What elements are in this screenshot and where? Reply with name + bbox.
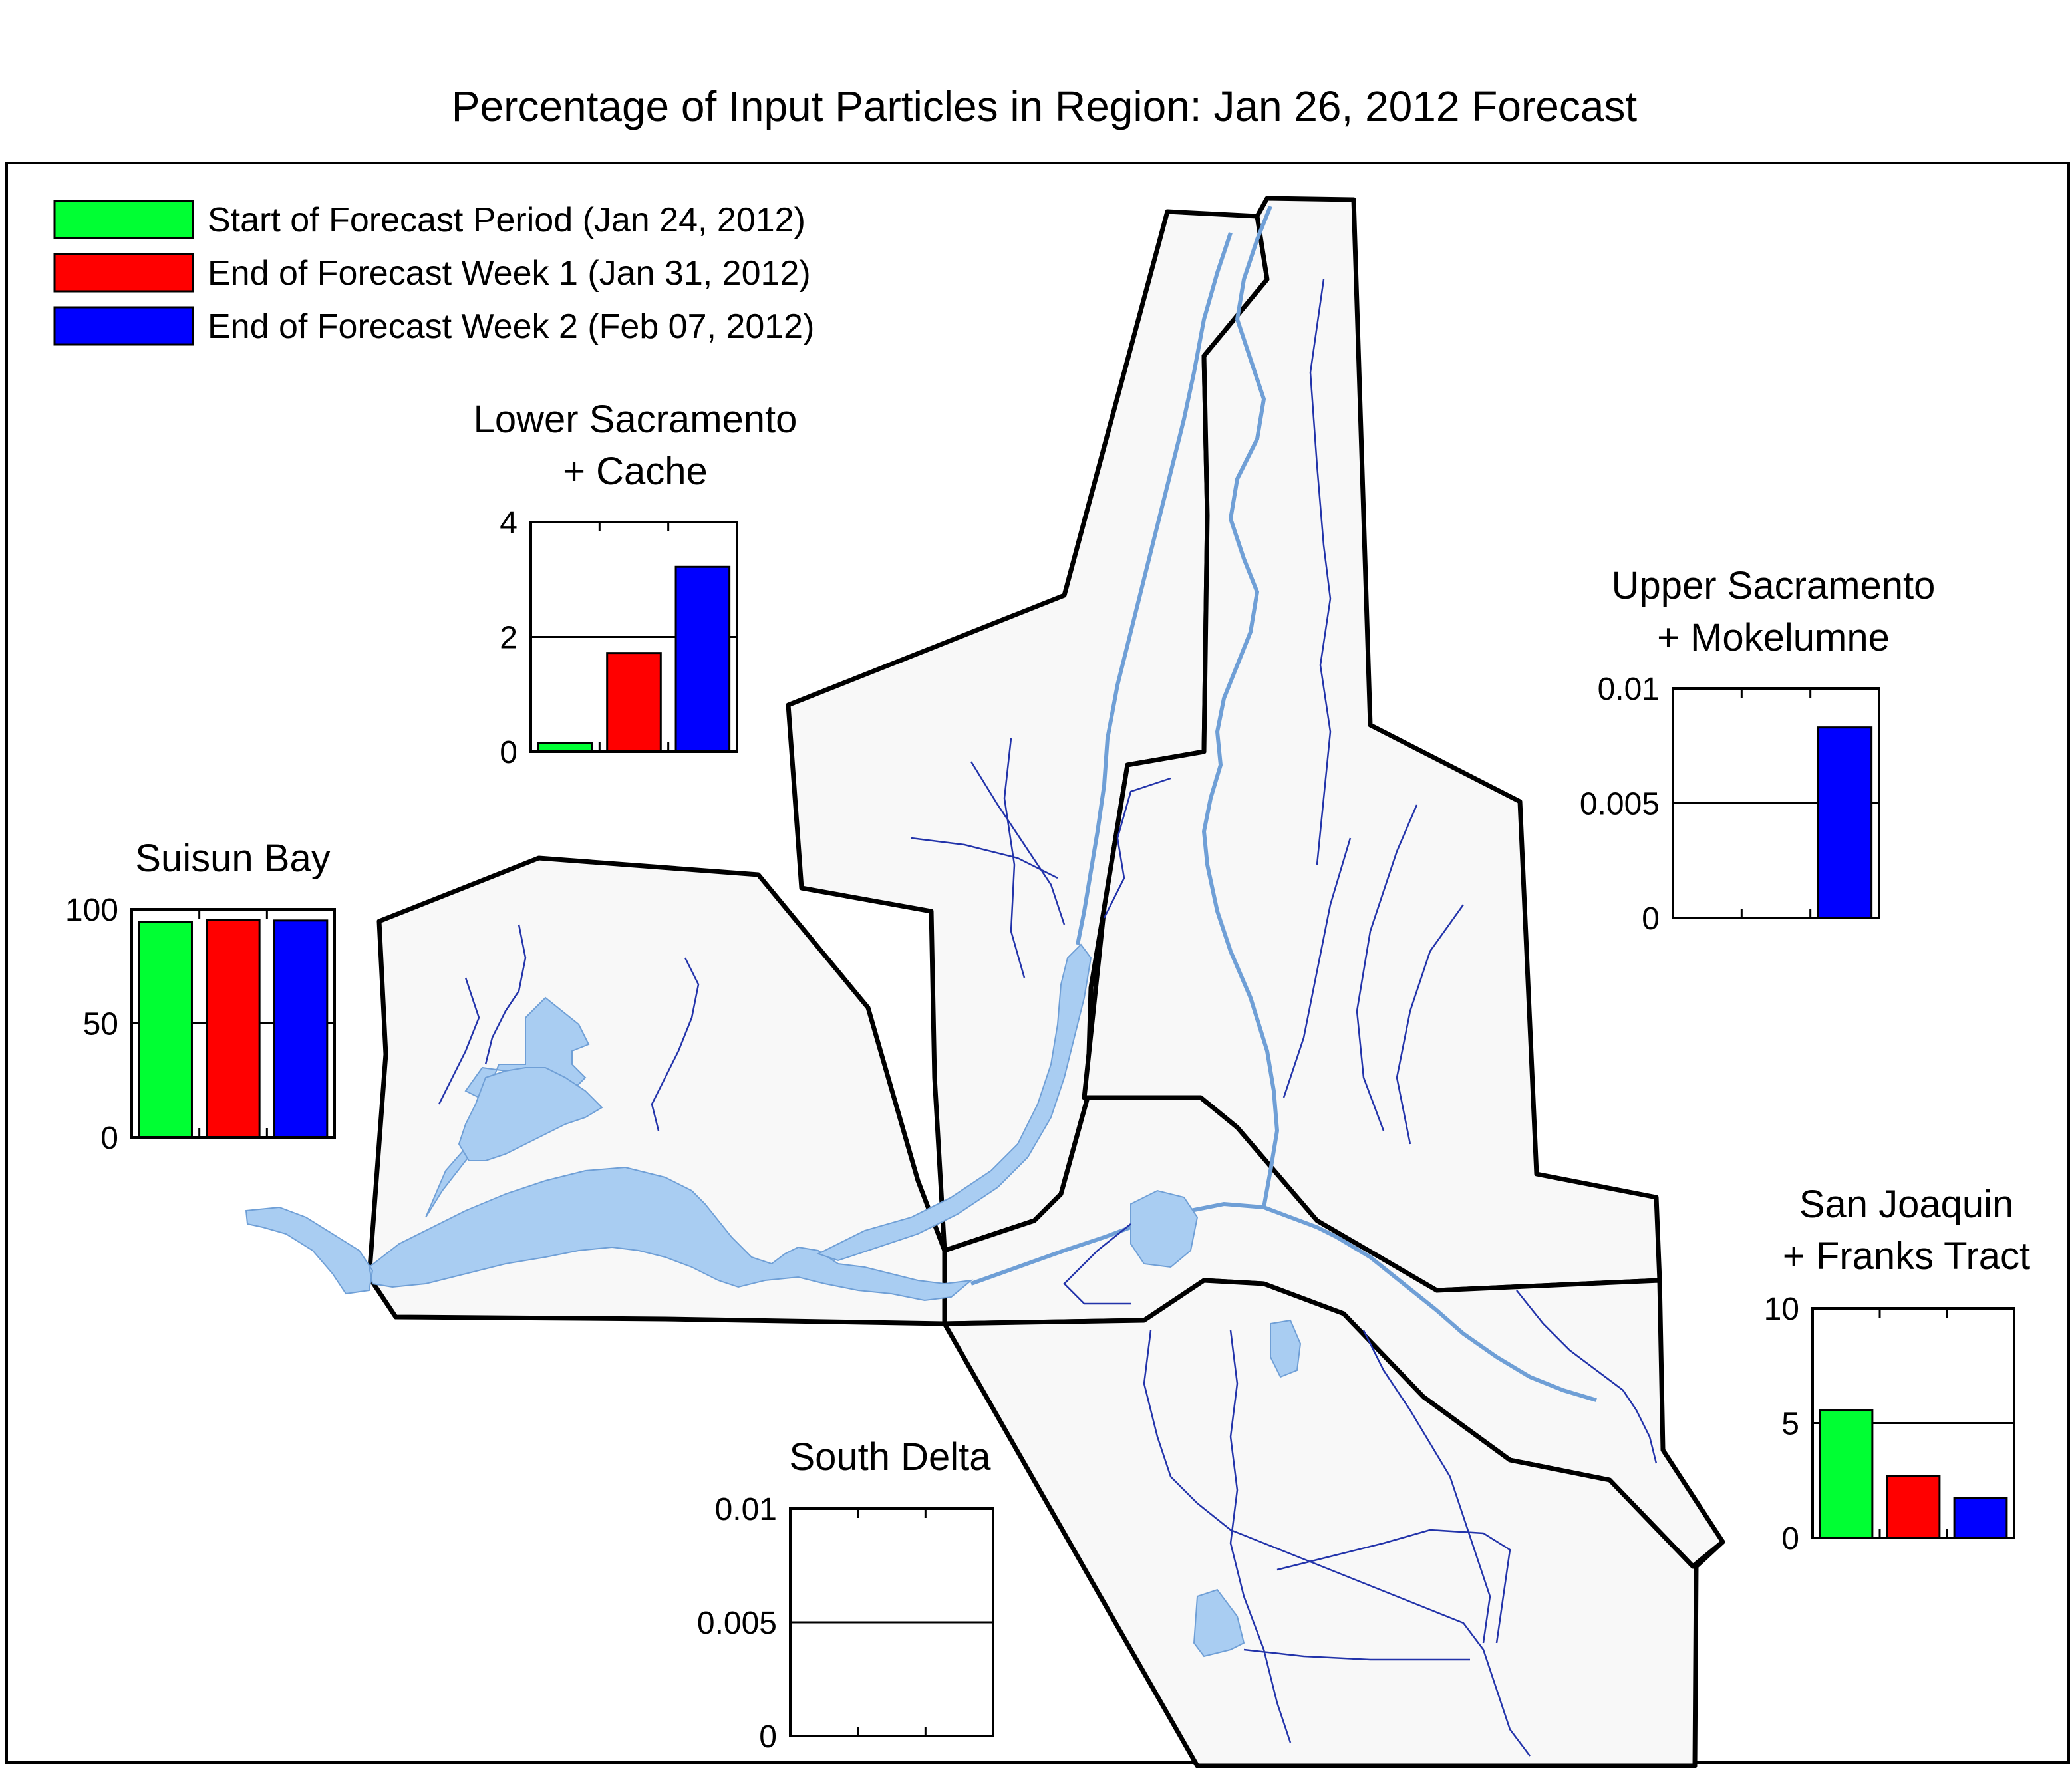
bar-start: [1819, 1409, 1874, 1539]
legend-swatch: [53, 306, 194, 346]
legend-swatch: [53, 200, 194, 239]
y-tick-label: 10: [1764, 1292, 1799, 1327]
chart-title: + Mokelumne: [1657, 616, 1890, 659]
bar-week2: [1953, 1497, 2008, 1539]
y-tick-label: 0.01: [715, 1492, 777, 1527]
region-bar-charts: Lower Sacramento + Cache 0 2 4 Upper Sacramen…: [65, 398, 2030, 1755]
y-tick-label: 0: [1642, 901, 1660, 937]
chart-south-delta: South Delta 0 0.005 0.01: [697, 1435, 994, 1755]
chart-san-joaquin-franks-tract: San Joaquin + Franks Tract 0 5 10: [1764, 1183, 2031, 1556]
chart-title: + Franks Tract: [1783, 1235, 2030, 1278]
legend: Start of Forecast Period (Jan 24, 2012) E…: [53, 200, 814, 346]
y-tick-label: 0: [1781, 1521, 1799, 1556]
chart-upper-sacramento-mokelumne: Upper Sacramento + Mokelumne 0 0.005 0.01: [1580, 564, 1936, 937]
chart-title: South Delta: [789, 1435, 991, 1479]
river-channels: [970, 205, 1597, 1402]
chart-title: + Cache: [563, 450, 708, 493]
legend-label: Start of Forecast Period (Jan 24, 2012): [208, 201, 806, 239]
clifton-court-water: [1193, 1588, 1245, 1658]
suisun-marsh-water: [458, 1067, 603, 1161]
y-tick-label: 0.005: [1580, 787, 1660, 822]
region-south-delta: [942, 1278, 1725, 1768]
bar-week1: [606, 652, 662, 753]
y-tick-label: 4: [500, 506, 518, 541]
y-tick-label: 100: [65, 893, 118, 928]
chart-title: Suisun Bay: [135, 837, 330, 880]
y-tick-label: 5: [1781, 1407, 1799, 1442]
y-tick-label: 0: [759, 1719, 777, 1755]
legend-swatch: [53, 253, 194, 293]
franks-tract-water: [1130, 1189, 1199, 1268]
sacramento-river-water: [816, 943, 1092, 1262]
chart-title: Lower Sacramento: [474, 398, 798, 441]
bar-week2: [273, 919, 329, 1139]
plot-frame: [1811, 1307, 2015, 1539]
y-tick-label: 0: [500, 735, 518, 770]
y-tick-label: 50: [83, 1007, 118, 1042]
legend-label: End of Forecast Week 1 (Jan 31, 2012): [208, 254, 811, 293]
plot-frame: [789, 1507, 994, 1737]
delta-sloughs: [438, 279, 1658, 1757]
bar-start: [138, 921, 193, 1139]
chart-title: San Joaquin: [1799, 1183, 2013, 1226]
chart-lower-sacramento-cache: Lower Sacramento + Cache 0 2 4: [474, 398, 798, 770]
map-frame: [5, 162, 2070, 1764]
y-tick-label: 0: [100, 1121, 118, 1156]
chart-title: Percentage of Input Particles in Region:…: [452, 82, 1638, 130]
bar-week2: [674, 565, 731, 753]
mildred-island-water: [1270, 1319, 1302, 1378]
bar-week2: [1817, 726, 1873, 919]
y-tick-label: 2: [500, 621, 518, 656]
plot-frame: [1672, 687, 1880, 919]
y-tick-label: 0.01: [1598, 672, 1660, 707]
delta-waterways: [245, 205, 1658, 1757]
legend-label: End of Forecast Week 2 (Feb 07, 2012): [208, 307, 814, 346]
chart-title: Upper Sacramento: [1612, 564, 1936, 607]
y-tick-label: 0.005: [697, 1606, 777, 1641]
bar-week1: [206, 919, 261, 1139]
plot-frame: [529, 521, 738, 753]
chart-suisun-bay: Suisun Bay 0 50 100: [65, 837, 336, 1156]
bar-week1: [1886, 1475, 1941, 1539]
plot-frame: [130, 908, 336, 1139]
